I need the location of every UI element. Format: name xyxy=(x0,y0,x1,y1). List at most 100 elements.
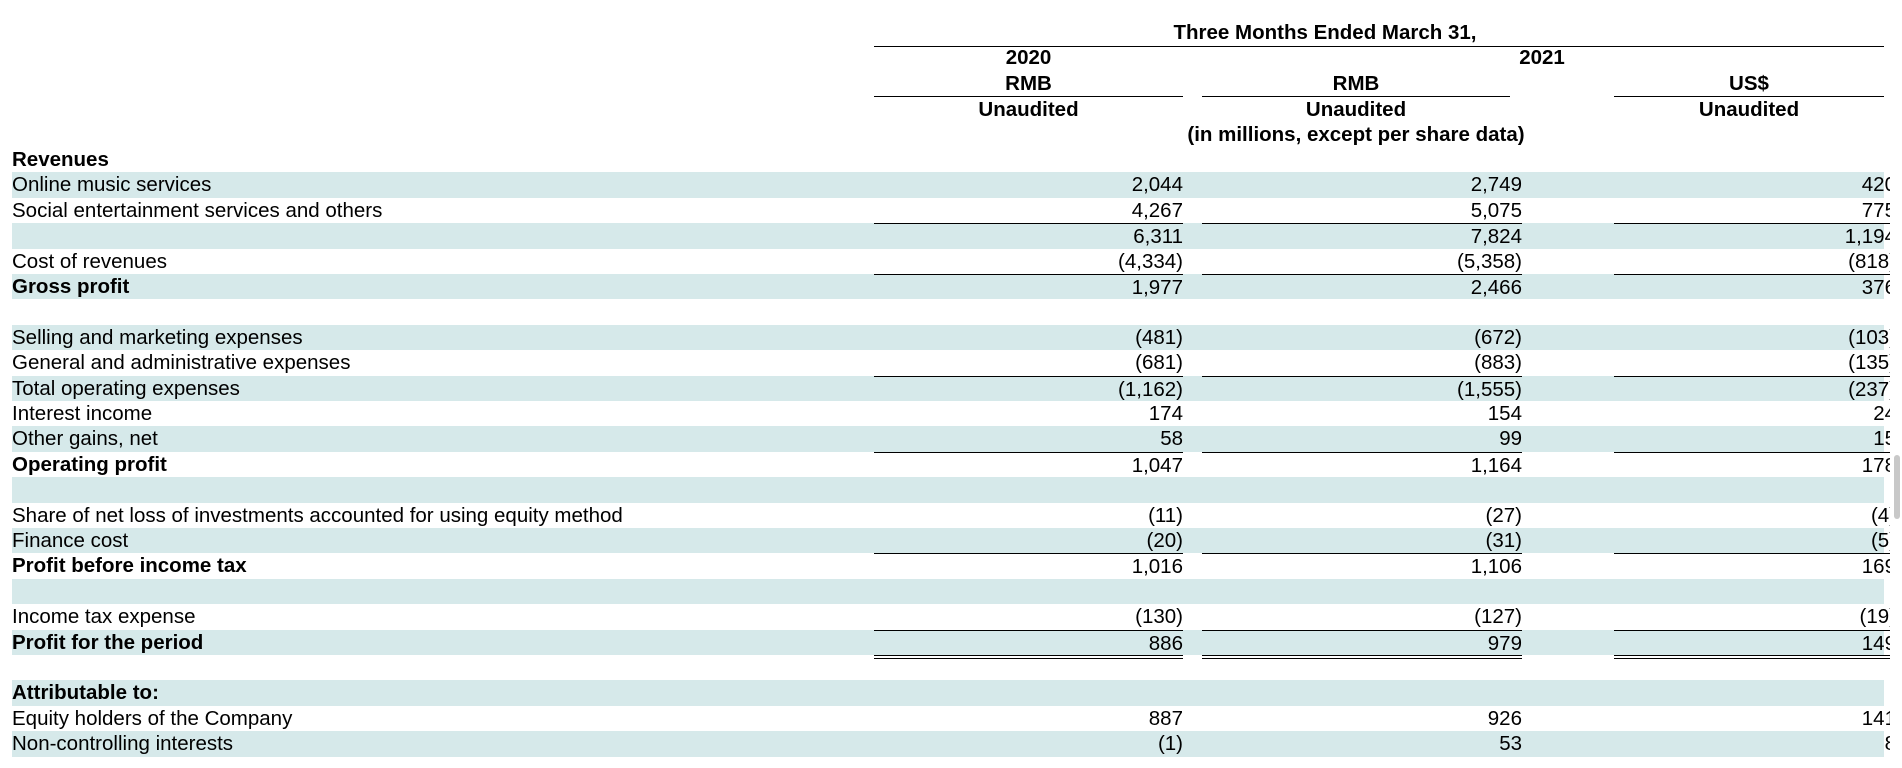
table-row: Total operating expenses (1,162) (1,555) (2… xyxy=(12,375,1896,402)
value-2021-rmb: 1,106 xyxy=(1202,553,1522,579)
col-2021-rmb-currency: RMB xyxy=(1332,72,1380,95)
value-2021-rmb: 99 xyxy=(1499,427,1522,451)
table-row xyxy=(12,578,1884,605)
vertical-scrollbar[interactable] xyxy=(1890,0,1902,768)
value-2021-rmb: 926 xyxy=(1487,706,1522,730)
value-2020-rmb: 887 xyxy=(1148,706,1183,730)
value-2021-rmb: 979 xyxy=(1202,629,1522,659)
row-label: Operating profit xyxy=(12,452,167,476)
value-2021-usd: 1,194 xyxy=(1614,223,1896,249)
value-2020-rmb: 58 xyxy=(1160,427,1183,451)
value-2020-rmb: (4,334) xyxy=(1118,249,1183,273)
value-2021-usd: 141 xyxy=(1861,706,1896,730)
table-row: Social entertainment services and others… xyxy=(12,198,1896,223)
col-2020-status: Unaudited xyxy=(978,98,1079,121)
table-row: Profit for the period 886 979 149 xyxy=(12,629,1896,659)
value-2021-usd: 15 xyxy=(1873,427,1896,451)
col-2020-year: 2020 xyxy=(1005,46,1052,69)
value-2021-usd: 169 xyxy=(1614,553,1896,579)
table-row: Gross profit 1,977 2,466 376 xyxy=(12,274,1896,300)
value-2021-usd: (4) xyxy=(1870,503,1896,527)
col-2021-usd-rule xyxy=(1614,96,1884,97)
table-row: Operating profit 1,047 1,164 178 xyxy=(12,451,1896,478)
row-label: Share of net loss of investments account… xyxy=(12,503,623,527)
value-2020-rmb: 1,016 xyxy=(874,553,1183,579)
value-2020-rmb: (1) xyxy=(1157,732,1183,756)
col-2020-rule xyxy=(874,96,1183,97)
table-row: Attributable to: xyxy=(12,680,1884,706)
value-2021-rmb: 1,164 xyxy=(1202,451,1522,478)
value-2021-rmb: 5,075 xyxy=(1470,198,1522,222)
value-2020-rmb: 4,267 xyxy=(1131,198,1183,222)
period-heading: Three Months Ended March 31, xyxy=(1173,21,1477,44)
table-row xyxy=(12,655,1884,680)
row-label: Social entertainment services and others xyxy=(12,198,383,222)
value-2020-rmb: (20) xyxy=(1146,529,1183,552)
value-2021-usd: (135) xyxy=(1848,351,1896,375)
value-2020-rmb: (130) xyxy=(1135,605,1183,629)
value-2021-rmb: (1,555) xyxy=(1202,375,1522,402)
table-row: Cost of revenues (4,334) (5,358) (818) xyxy=(12,249,1896,274)
value-2020-rmb: 886 xyxy=(874,629,1183,659)
row-label: Attributable to: xyxy=(12,681,159,705)
table-row: Interest income 174 154 24 xyxy=(12,401,1896,426)
table-row: General and administrative expenses (681)… xyxy=(12,350,1896,375)
value-2021-rmb: (27) xyxy=(1485,503,1522,527)
row-label: Selling and marketing expenses xyxy=(12,325,303,349)
value-2020-rmb: (481) xyxy=(1135,325,1183,349)
value-2021-usd: 376 xyxy=(1614,274,1896,300)
value-2020-rmb: (1,162) xyxy=(874,375,1183,402)
value-2021-usd: (818) xyxy=(1848,249,1896,273)
table-row: Equity holders of the Company 887 926 141 xyxy=(12,706,1896,731)
value-2021-usd: 420 xyxy=(1861,173,1896,197)
value-2021-rmb: 7,824 xyxy=(1202,223,1522,249)
table-row: 6,311 7,824 1,194 xyxy=(12,223,1896,249)
col-2021-rmb-rule xyxy=(1202,96,1510,97)
value-2021-rmb: 154 xyxy=(1487,402,1522,425)
period-heading-rule xyxy=(874,46,1884,47)
table-row: Non-controlling interests (1) 53 8 xyxy=(12,731,1896,757)
value-2021-usd: 24 xyxy=(1873,402,1896,425)
value-2020-rmb: 2,044 xyxy=(1131,173,1183,197)
row-label: Finance cost xyxy=(12,529,129,552)
row-label: Profit before income tax xyxy=(12,554,247,578)
value-2021-rmb: 2,749 xyxy=(1470,173,1522,197)
value-2020-rmb: 174 xyxy=(1148,402,1183,425)
table-row: Income tax expense (130) (127) (19) xyxy=(12,604,1896,629)
col-2021-usd-currency: US$ xyxy=(1729,72,1769,95)
row-label: General and administrative expenses xyxy=(12,351,351,375)
col-2020-currency: RMB xyxy=(1005,72,1052,95)
table-row: Other gains, net 58 99 15 xyxy=(12,426,1896,452)
value-2020-rmb: (11) xyxy=(1148,503,1183,527)
value-2021-usd: 149 xyxy=(1614,629,1896,659)
value-2021-rmb: 53 xyxy=(1499,732,1522,756)
table-row: Online music services 2,044 2,749 420 xyxy=(12,172,1896,198)
table-row: Selling and marketing expenses (481) (672)… xyxy=(12,324,1896,351)
row-label: Non-controlling interests xyxy=(12,732,234,756)
value-2021-usd: (5) xyxy=(1870,529,1896,552)
value-2020-rmb: 6,311 xyxy=(874,223,1183,249)
value-2021-usd: 178 xyxy=(1614,451,1896,478)
value-2020-rmb: 1,977 xyxy=(874,274,1183,300)
units-note: (in millions, except per share data) xyxy=(1187,123,1525,146)
table-row: Finance cost (20) (31) (5) xyxy=(12,528,1896,554)
table-row: Share of net loss of investments account… xyxy=(12,503,1896,528)
value-2021-rmb: (5,358) xyxy=(1457,249,1522,273)
row-label: Cost of revenues xyxy=(12,249,167,273)
scrollbar-thumb[interactable] xyxy=(1894,455,1900,519)
value-2020-rmb: (681) xyxy=(1135,351,1183,375)
row-label: Equity holders of the Company xyxy=(12,706,293,730)
col-2021-usd-status: Unaudited xyxy=(1698,98,1800,121)
value-2021-usd: (237) xyxy=(1614,375,1896,402)
col-2021-rmb-status: Unaudited xyxy=(1305,98,1407,121)
table-row: Profit before income tax 1,016 1,106 169 xyxy=(12,553,1896,579)
col-2021-year: 2021 xyxy=(1519,46,1565,69)
row-label: Total operating expenses xyxy=(12,376,240,400)
value-2021-usd: 8 xyxy=(1614,731,1896,756)
value-2021-rmb: (127) xyxy=(1474,605,1522,629)
table-row: Revenues xyxy=(12,147,1884,172)
value-2021-usd: 775 xyxy=(1861,198,1896,222)
row-label: Other gains, net xyxy=(12,427,158,451)
row-label: Revenues xyxy=(12,148,109,171)
